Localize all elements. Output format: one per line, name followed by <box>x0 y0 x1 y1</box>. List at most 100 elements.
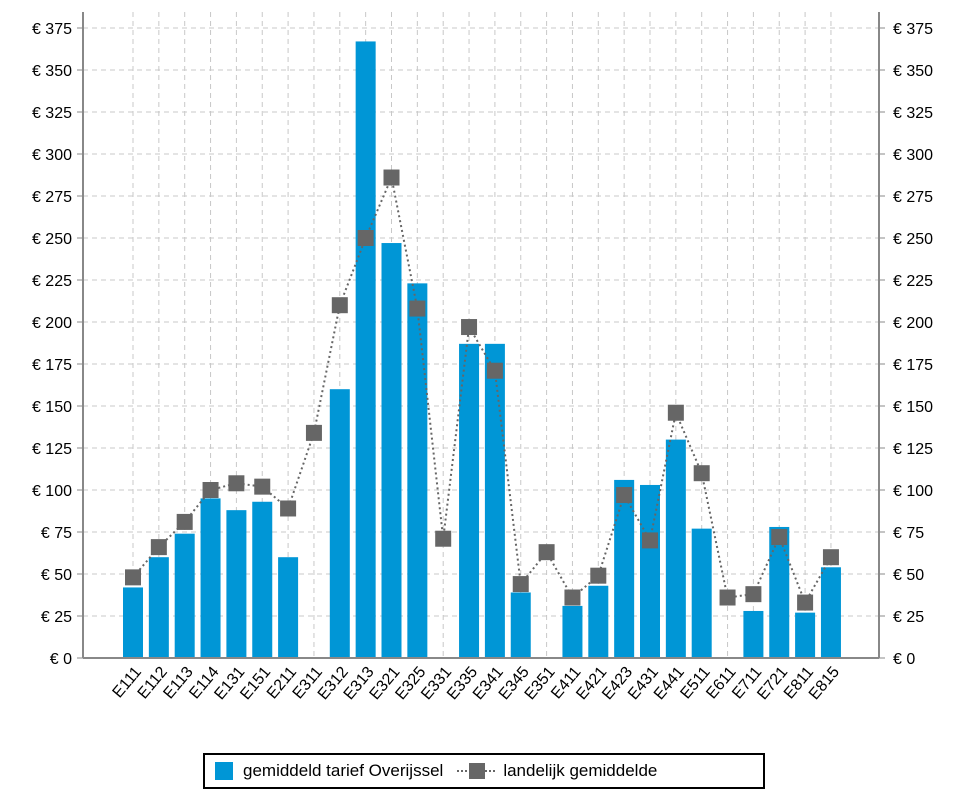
y-tick-label-left: € 250 <box>32 231 72 248</box>
bar <box>665 439 686 658</box>
bar <box>614 479 635 658</box>
y-tick-label-left: € 350 <box>32 63 72 80</box>
y-tick-label-right: € 150 <box>893 399 933 416</box>
line-point <box>719 589 736 606</box>
bar <box>795 612 816 658</box>
y-tick-label-right: € 225 <box>893 273 933 290</box>
y-tick-label-right: € 275 <box>893 189 933 206</box>
legend-label-bars: gemiddeld tarief Overijssel <box>243 761 444 780</box>
axes <box>77 12 885 659</box>
line-point <box>305 424 322 441</box>
tick-labels: € 0 € 0 € 25 € 25 € 50 € 50 € 75 € 75 € 100 € 100… <box>32 21 933 703</box>
y-tick-label-left: € 75 <box>41 525 72 542</box>
x-tick-label: E151 <box>237 664 274 704</box>
line-point <box>254 478 271 495</box>
line-point <box>590 567 607 584</box>
line-point <box>616 487 633 504</box>
bar <box>329 389 350 658</box>
bar <box>510 592 531 658</box>
y-tick-label-left: € 225 <box>32 273 72 290</box>
series-line <box>132 174 832 605</box>
line-point <box>693 465 710 482</box>
y-tick-label-left: € 50 <box>41 567 72 584</box>
y-tick-label-right: € 200 <box>893 315 933 332</box>
line-point <box>538 544 555 561</box>
bar <box>459 343 480 658</box>
bar <box>278 557 299 658</box>
line-point <box>409 300 426 317</box>
bar <box>588 585 609 658</box>
line-point <box>486 362 503 379</box>
bar <box>123 587 143 658</box>
y-tick-label-right: € 350 <box>893 63 933 80</box>
line-point <box>357 230 374 246</box>
x-tick-label: E815 <box>806 664 843 704</box>
y-tick-label-left: € 375 <box>32 21 72 38</box>
line-point <box>125 569 141 586</box>
y-tick-label-left: € 325 <box>32 105 72 122</box>
y-tick-label-right: € 25 <box>893 609 924 626</box>
grid <box>83 12 879 658</box>
x-tick-label: E441 <box>651 664 688 704</box>
y-tick-label-left: € 150 <box>32 399 72 416</box>
legend: gemiddeld tarief Overijssel landelijk ge… <box>203 753 765 789</box>
line-point <box>202 482 219 498</box>
line-point <box>280 500 297 517</box>
legend-line-swatch <box>457 763 498 779</box>
line-series <box>125 169 839 611</box>
bar <box>226 510 247 658</box>
y-tick-label-right: € 375 <box>893 21 933 38</box>
y-tick-label-left: € 25 <box>41 609 72 626</box>
bar <box>252 501 273 658</box>
bar <box>820 567 841 658</box>
y-tick-label-right: € 125 <box>893 441 933 458</box>
line-point <box>435 530 452 547</box>
bar <box>174 533 195 658</box>
legend-bar-swatch <box>215 762 233 780</box>
y-tick-label-left: € 100 <box>32 483 72 500</box>
line-point <box>331 297 348 314</box>
line-point <box>512 576 529 593</box>
y-tick-label-right: € 175 <box>893 357 933 374</box>
bar <box>381 243 402 659</box>
line-point <box>745 586 762 603</box>
legend-item-line: landelijk gemiddelde <box>443 761 657 781</box>
y-tick-label-right: € 100 <box>893 483 933 500</box>
y-tick-label-right: € 0 <box>893 651 915 668</box>
legend-item-bars: gemiddeld tarief Overijssel <box>205 761 443 781</box>
line-point <box>150 539 167 556</box>
bar <box>355 41 376 658</box>
line-point <box>822 549 839 566</box>
y-tick-label-left: € 200 <box>32 315 72 332</box>
line-point <box>461 319 478 336</box>
bar <box>562 605 583 658</box>
bar <box>769 526 790 658</box>
legend-label-line: landelijk gemiddelde <box>503 761 658 780</box>
y-tick-label-left: € 300 <box>32 147 72 164</box>
x-tick-label: E351 <box>522 664 559 704</box>
bar <box>743 610 764 658</box>
line-point <box>667 404 684 421</box>
bar-series <box>123 41 841 659</box>
y-tick-label-left: € 175 <box>32 357 72 374</box>
y-tick-label-right: € 325 <box>893 105 933 122</box>
line-point <box>176 513 193 530</box>
bar <box>691 528 712 658</box>
line-point <box>564 589 581 606</box>
bar <box>148 557 169 658</box>
line-point <box>797 594 814 611</box>
y-tick-label-left: € 275 <box>32 189 72 206</box>
line-point <box>383 169 400 186</box>
line-point <box>771 529 788 546</box>
y-tick-label-left: € 125 <box>32 441 72 458</box>
bar <box>484 343 505 658</box>
line-point <box>642 532 658 549</box>
y-tick-label-left: € 0 <box>50 651 72 668</box>
x-tick-label: E721 <box>754 664 791 704</box>
bar <box>200 498 221 658</box>
bar <box>640 484 660 658</box>
y-tick-label-right: € 250 <box>893 231 933 248</box>
y-tick-label-right: € 75 <box>893 525 924 542</box>
y-tick-label-right: € 300 <box>893 147 933 164</box>
